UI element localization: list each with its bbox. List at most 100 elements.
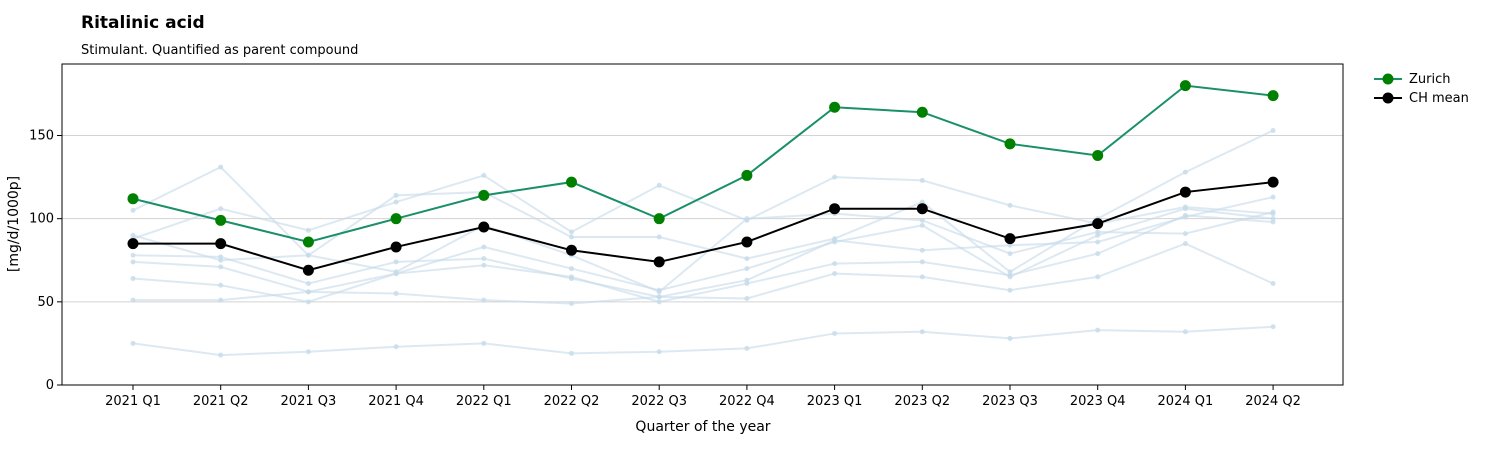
background-point	[1007, 242, 1013, 248]
background-point	[218, 282, 224, 288]
x-tick-label: 2022 Q4	[719, 394, 775, 409]
legend-item[interactable]: CH mean	[1374, 91, 1469, 106]
background-point	[744, 256, 750, 262]
background-point	[1095, 251, 1101, 257]
background-point	[393, 259, 399, 265]
background-series-line	[132, 214, 1274, 303]
data-point[interactable]	[1004, 138, 1016, 150]
data-point[interactable]	[1267, 176, 1279, 188]
data-point[interactable]	[302, 236, 314, 248]
x-tick-label: 2021 Q4	[368, 394, 424, 409]
background-point	[832, 330, 838, 336]
background-point	[744, 296, 750, 302]
y-tick-label: 50	[37, 295, 54, 310]
background-point	[919, 274, 925, 280]
data-point[interactable]	[566, 176, 577, 188]
background-point	[393, 199, 399, 205]
background-series-line	[133, 242, 1274, 305]
data-point[interactable]	[390, 241, 402, 253]
background-point	[656, 349, 662, 355]
legend-item[interactable]: Zurich	[1374, 72, 1451, 87]
background-point	[919, 329, 925, 335]
background-point	[305, 299, 311, 305]
background-point	[919, 259, 925, 265]
data-point[interactable]	[1092, 149, 1104, 161]
background-series-line	[132, 325, 1274, 357]
background-point	[656, 294, 662, 300]
background-point	[656, 182, 662, 188]
legend-label: CH mean	[1409, 91, 1469, 106]
data-point[interactable]	[829, 101, 841, 113]
background-point	[569, 234, 574, 240]
background-point	[1270, 194, 1276, 200]
data-point[interactable]	[653, 256, 665, 268]
data-point[interactable]	[916, 106, 928, 118]
data-point[interactable]	[829, 203, 841, 215]
background-point	[218, 254, 224, 260]
y-tick-label: 150	[29, 129, 54, 144]
background-point	[218, 206, 224, 212]
data-point[interactable]	[127, 238, 139, 250]
background-point	[1182, 231, 1188, 237]
data-point[interactable]	[741, 236, 753, 248]
background-point	[130, 252, 136, 258]
data-point[interactable]	[390, 213, 402, 225]
background-point	[1270, 128, 1276, 134]
background-point	[481, 244, 487, 250]
data-point[interactable]	[916, 203, 928, 215]
data-point[interactable]	[127, 193, 139, 205]
background-point	[481, 297, 487, 303]
background-point	[130, 207, 136, 213]
data-point[interactable]	[215, 214, 227, 226]
background-series-line	[132, 207, 1274, 303]
background-point	[919, 199, 925, 205]
background-point	[1270, 216, 1276, 222]
x-tick-label: 2023 Q2	[894, 394, 950, 409]
background-point	[218, 164, 224, 170]
legend-label: Zurich	[1409, 72, 1451, 87]
background-point	[1182, 241, 1188, 247]
background-point	[130, 276, 136, 282]
x-tick-label: 2024 Q2	[1245, 394, 1301, 409]
background-point	[1007, 202, 1013, 208]
background-point	[1007, 274, 1013, 280]
data-point[interactable]	[478, 221, 490, 233]
background-point	[656, 299, 662, 305]
x-tick-label: 2022 Q2	[544, 394, 600, 409]
background-series-line	[132, 211, 1274, 294]
background-point	[1095, 327, 1101, 333]
background-series	[130, 128, 1276, 358]
background-point	[130, 232, 136, 238]
data-point[interactable]	[1179, 186, 1191, 198]
background-point	[1182, 329, 1188, 335]
legend-marker	[1382, 73, 1394, 85]
x-axis: 2021 Q1 2021 Q2 2021 Q3 2021 Q4 2022 Q1 2022 …	[105, 385, 1301, 409]
x-tick-label: 2021 Q2	[193, 394, 249, 409]
data-point[interactable]	[302, 264, 314, 276]
y-tick-label: 0	[46, 378, 54, 393]
background-point	[1007, 335, 1013, 341]
data-point[interactable]	[1179, 80, 1191, 92]
background-point	[744, 266, 750, 272]
x-tick-label: 2024 Q1	[1158, 394, 1214, 409]
data-point[interactable]	[1267, 90, 1279, 102]
data-point[interactable]	[1092, 218, 1104, 230]
y-axis-label: [mg/d/1000p]	[6, 176, 22, 272]
data-point[interactable]	[478, 189, 490, 201]
background-point	[218, 297, 224, 303]
data-point[interactable]	[741, 169, 753, 181]
background-point	[656, 287, 662, 293]
background-point	[130, 297, 136, 303]
background-point	[569, 301, 574, 307]
background-point	[919, 217, 925, 223]
background-point	[832, 261, 838, 267]
data-point[interactable]	[215, 238, 227, 250]
data-point[interactable]	[566, 244, 577, 256]
data-point[interactable]	[1004, 233, 1016, 245]
legend[interactable]: Zurich CH mean	[1374, 72, 1469, 106]
background-point	[1182, 206, 1188, 212]
x-tick-label: 2021 Q1	[105, 394, 161, 409]
legend-marker	[1382, 92, 1394, 104]
data-point[interactable]	[653, 213, 665, 225]
